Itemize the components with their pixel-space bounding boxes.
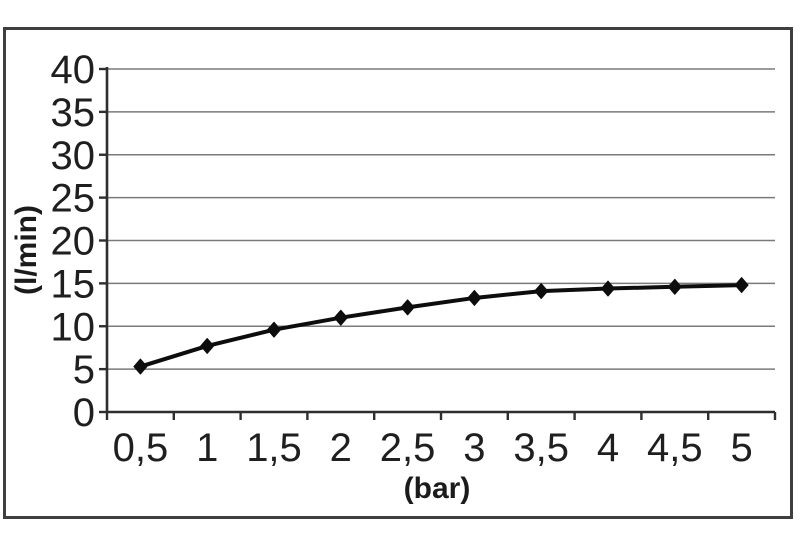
y-tick-label: 0: [73, 391, 95, 435]
data-point-marker: [667, 278, 682, 295]
y-tick-label: 30: [51, 134, 96, 178]
data-point-marker: [601, 280, 615, 297]
chart-frame: [3, 27, 793, 519]
x-tick-label: 4: [597, 426, 619, 470]
x-tick-label: 3,5: [513, 426, 569, 470]
y-tick-label: 20: [51, 220, 96, 264]
x-tick-label: 5: [730, 426, 752, 470]
y-tick-label: 40: [51, 48, 96, 92]
y-tick-label: 10: [51, 305, 96, 349]
data-point-marker: [133, 358, 148, 375]
data-point-marker: [267, 321, 281, 338]
x-tick-label: 3: [463, 426, 485, 470]
y-tick-label: 5: [73, 348, 95, 392]
y-tick-label: 25: [51, 177, 96, 221]
data-point-marker: [734, 277, 749, 294]
data-line: [138, 283, 744, 369]
x-tick-label: 0,5: [113, 426, 169, 470]
x-tick-label: 4,5: [647, 426, 703, 470]
y-axis-title: (l/min): [10, 205, 43, 295]
x-axis-title: (bar): [403, 472, 471, 505]
y-tick-label: 35: [51, 91, 96, 135]
x-tick-label: 1,5: [246, 426, 302, 470]
x-tick-label: 2: [330, 426, 352, 470]
data-point-marker: [400, 299, 415, 316]
data-point-marker: [467, 289, 482, 306]
x-tick-label: 1: [196, 426, 218, 470]
data-point-marker: [200, 337, 215, 354]
x-tick-label: 2,5: [380, 426, 436, 470]
data-point-marker: [534, 283, 549, 300]
data-point-marker: [333, 309, 348, 326]
y-tick-label: 15: [51, 262, 96, 306]
